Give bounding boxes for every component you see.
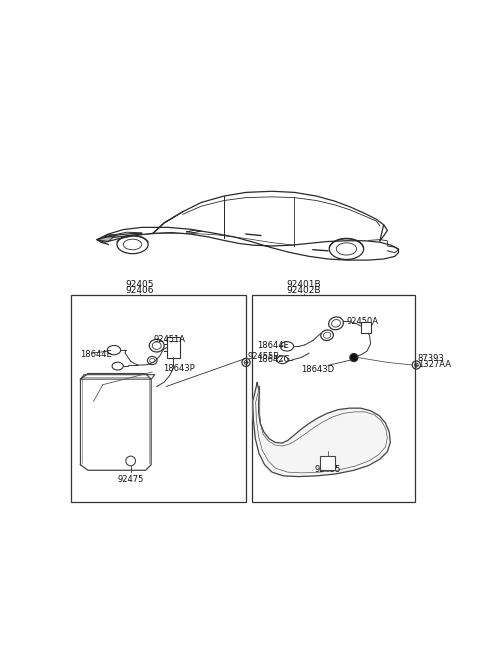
Text: 92450A: 92450A xyxy=(346,317,378,326)
Text: 92405: 92405 xyxy=(126,280,154,289)
Text: 1327AA: 1327AA xyxy=(418,360,451,369)
Text: 92435: 92435 xyxy=(315,464,341,474)
Text: 92455B: 92455B xyxy=(247,352,279,360)
Text: 92406: 92406 xyxy=(126,286,154,295)
Text: 92475: 92475 xyxy=(118,475,144,484)
Text: 87393: 87393 xyxy=(418,354,444,363)
Text: 18643D: 18643D xyxy=(301,365,334,375)
Text: 92451A: 92451A xyxy=(154,335,186,344)
Text: 92401B: 92401B xyxy=(287,280,321,289)
Bar xyxy=(321,456,335,470)
Text: 92402B: 92402B xyxy=(287,286,321,295)
Bar xyxy=(360,322,371,333)
Ellipse shape xyxy=(350,354,358,362)
Text: 18643P: 18643P xyxy=(163,364,195,373)
Bar xyxy=(167,337,180,358)
Bar xyxy=(252,295,415,502)
Text: 18642G: 18642G xyxy=(257,355,290,364)
Polygon shape xyxy=(252,383,390,477)
Text: 18644E: 18644E xyxy=(257,341,289,350)
Polygon shape xyxy=(97,234,116,242)
Bar xyxy=(71,295,246,502)
Text: 18644E: 18644E xyxy=(81,350,112,360)
